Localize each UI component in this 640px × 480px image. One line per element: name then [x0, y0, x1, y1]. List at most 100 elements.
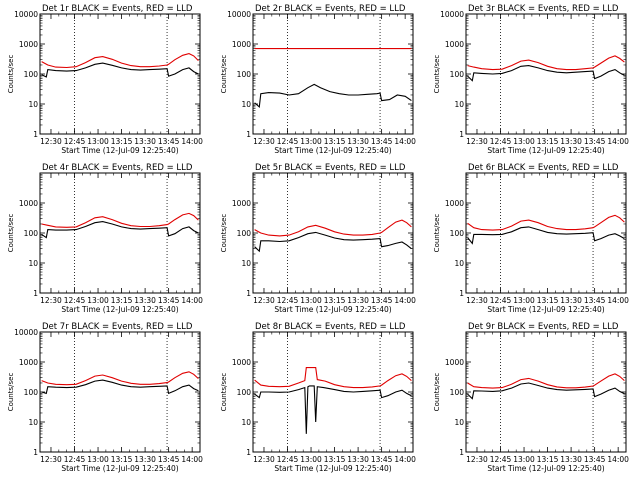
x-tick-label: 14:00	[394, 455, 416, 464]
plot-frame	[465, 331, 627, 453]
x-tick-label: 13:30	[560, 455, 582, 464]
x-axis-label: Start Time (12-Jul-09 12:25:40)	[61, 146, 178, 155]
x-tick-label: 13:15	[111, 137, 133, 146]
x-tick-label: 13:30	[347, 137, 369, 146]
y-axis-label: Counts/sec	[7, 55, 15, 94]
x-axis-label: Start Time (12-Jul-09 12:25:40)	[274, 305, 391, 314]
y-tick-label: 10	[28, 259, 38, 268]
plot-frame	[252, 13, 414, 135]
x-tick-label: 13:45	[584, 137, 606, 146]
x-tick-label: 12:30	[253, 296, 275, 305]
x-tick-label: 12:30	[253, 137, 275, 146]
panel-det-9: Det 9r BLACK = Events, RED = LLD 1 10 100 10…	[433, 322, 629, 473]
lld-series-line	[467, 55, 625, 71]
y-tick-label: 1	[459, 130, 464, 139]
y-tick-label: 1	[246, 448, 251, 457]
x-tick-label: 13:45	[371, 296, 393, 305]
x-tick-label: 13:15	[324, 137, 346, 146]
x-tick-label: 13:30	[134, 455, 156, 464]
x-tick-label: 13:30	[560, 137, 582, 146]
x-tick-label: 13:45	[158, 296, 180, 305]
x-tick-label: 12:30	[40, 137, 62, 146]
lld-series-line	[41, 53, 199, 69]
x-tick-label: 13:15	[537, 296, 559, 305]
x-tick-label: 14:00	[394, 137, 416, 146]
x-tick-label: 13:00	[87, 137, 109, 146]
x-tick-label: 13:45	[371, 455, 393, 464]
panel-det-4: Det 4r BLACK = Events, RED = LLD 1 10 100 10…	[7, 163, 203, 314]
x-tick-label: 12:45	[277, 137, 299, 146]
x-tick-label: 13:15	[537, 137, 559, 146]
y-tick-label: 1000	[232, 199, 251, 208]
y-axis-label: Counts/sec	[7, 214, 15, 253]
x-tick-label: 12:45	[277, 455, 299, 464]
panel-title: Det 5r BLACK = Events, RED = LLD	[255, 163, 406, 173]
x-tick-label: 13:00	[87, 455, 109, 464]
x-axis-label: Start Time (12-Jul-09 12:25:40)	[274, 146, 391, 155]
panel-title: Det 1r BLACK = Events, RED = LLD	[42, 4, 193, 14]
x-tick-label: 13:15	[537, 455, 559, 464]
events-series-line	[41, 62, 199, 78]
x-tick-label: 12:30	[40, 455, 62, 464]
plot-frame	[252, 172, 414, 294]
panel-det-8: Det 8r BLACK = Events, RED = LLD 1 10 100 10…	[220, 322, 416, 473]
y-tick-label: 100	[237, 388, 252, 397]
y-axis-label: Counts/sec	[433, 55, 441, 94]
y-tick-label: 100	[450, 70, 465, 79]
x-tick-label: 13:30	[347, 455, 369, 464]
y-tick-label: 10000	[440, 10, 464, 19]
x-tick-label: 13:15	[324, 455, 346, 464]
x-tick-label: 13:30	[560, 296, 582, 305]
x-tick-label: 13:45	[584, 455, 606, 464]
y-tick-label: 1000	[445, 199, 464, 208]
y-tick-label: 10	[454, 418, 464, 427]
events-series-line	[467, 65, 625, 82]
plot-frame	[39, 331, 201, 453]
y-tick-label: 10	[241, 418, 251, 427]
x-tick-label: 12:30	[253, 455, 275, 464]
x-tick-label: 12:45	[490, 296, 512, 305]
y-tick-label: 10	[454, 259, 464, 268]
y-tick-label: 1	[33, 448, 38, 457]
y-tick-label: 10	[241, 100, 251, 109]
x-tick-label: 13:00	[300, 455, 322, 464]
x-tick-label: 14:00	[181, 455, 203, 464]
x-tick-label: 12:45	[64, 296, 86, 305]
x-tick-label: 13:45	[371, 137, 393, 146]
x-tick-label: 14:00	[394, 296, 416, 305]
x-tick-label: 13:00	[513, 296, 535, 305]
events-series-line	[467, 226, 625, 245]
x-tick-label: 12:45	[490, 137, 512, 146]
x-tick-label: 12:30	[466, 455, 488, 464]
y-tick-label: 1	[246, 130, 251, 139]
y-tick-label: 100	[24, 70, 39, 79]
panel-title: Det 3r BLACK = Events, RED = LLD	[468, 4, 619, 14]
x-axis-label: Start Time (12-Jul-09 12:25:40)	[61, 464, 178, 473]
y-tick-label: 100	[24, 388, 39, 397]
y-tick-label: 100	[450, 229, 465, 238]
y-tick-label: 1000	[232, 40, 251, 49]
y-tick-label: 10000	[14, 10, 38, 19]
panel-title: Det 6r BLACK = Events, RED = LLD	[468, 163, 619, 173]
y-tick-label: 10	[28, 100, 38, 109]
events-series-line	[254, 385, 412, 434]
x-axis-label: Start Time (12-Jul-09 12:25:40)	[487, 464, 604, 473]
y-axis-label: Counts/sec	[220, 214, 228, 253]
panel-title: Det 9r BLACK = Events, RED = LLD	[468, 322, 619, 332]
y-axis-label: Counts/sec	[220, 373, 228, 412]
lld-series-line	[467, 214, 625, 231]
x-tick-label: 12:30	[40, 296, 62, 305]
panel-title: Det 8r BLACK = Events, RED = LLD	[255, 322, 406, 332]
x-tick-label: 13:30	[347, 296, 369, 305]
x-axis-label: Start Time (12-Jul-09 12:25:40)	[61, 305, 178, 314]
y-tick-label: 10	[241, 259, 251, 268]
x-tick-label: 14:00	[607, 137, 629, 146]
y-tick-label: 1	[459, 448, 464, 457]
x-tick-label: 13:45	[584, 296, 606, 305]
events-series-line	[41, 221, 199, 239]
x-tick-label: 13:45	[158, 137, 180, 146]
x-tick-label: 14:00	[181, 137, 203, 146]
panel-det-5: Det 5r BLACK = Events, RED = LLD 1 10 100 10…	[220, 163, 416, 314]
y-axis-label: Counts/sec	[7, 373, 15, 412]
